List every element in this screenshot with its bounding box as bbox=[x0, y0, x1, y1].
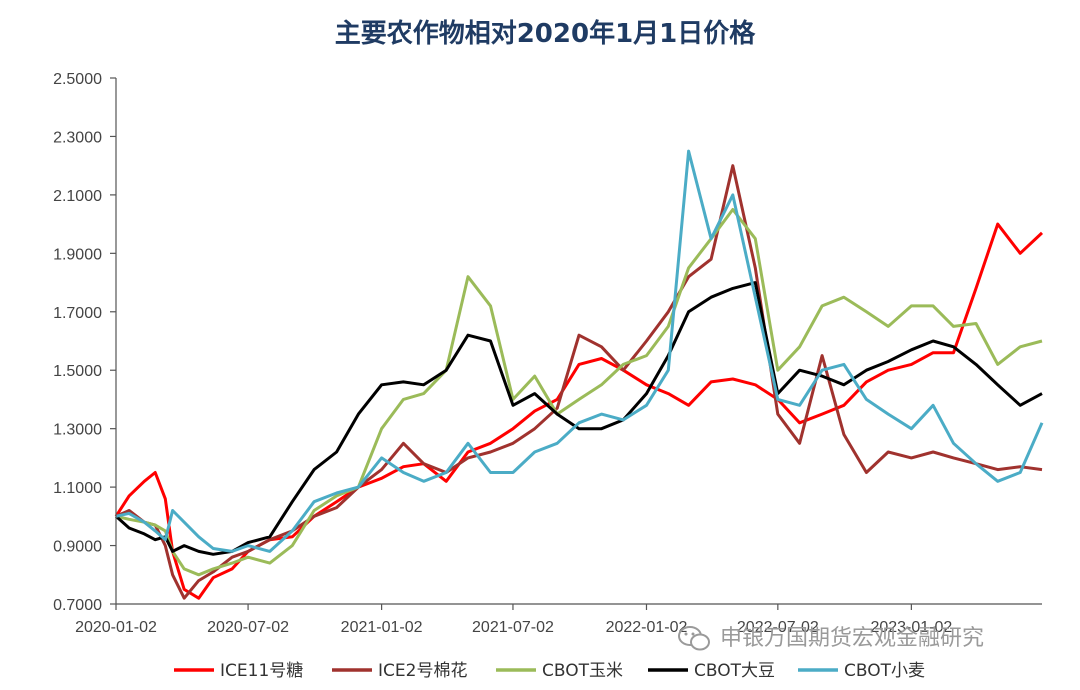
x-tick-label: 2023-01-02 bbox=[870, 619, 952, 636]
y-tick-labels: 0.7000 0.9000 1.1000 1.3000 1.5000 1.7000 1.90… bbox=[53, 71, 116, 614]
series-line-4 bbox=[115, 149, 1044, 553]
legend-label: CBOT小麦 bbox=[844, 661, 925, 681]
x-tick-label: 2022-01-02 bbox=[606, 619, 688, 636]
axes bbox=[115, 78, 1042, 605]
legend-item: ICE2号棉花 bbox=[332, 661, 467, 681]
wechat-icon bbox=[678, 626, 710, 651]
legend-item: CBOT大豆 bbox=[648, 661, 775, 681]
x-tick-label: 2021-01-02 bbox=[341, 619, 423, 636]
y-tick-label: 1.1000 bbox=[53, 480, 102, 497]
y-tick-label: 2.3000 bbox=[53, 129, 102, 146]
legend-label: ICE2号棉花 bbox=[378, 661, 467, 681]
series-line-2 bbox=[115, 208, 1043, 577]
watermark-text: 申银万国期货宏观金融研究 bbox=[720, 626, 984, 651]
y-tick-label: 2.1000 bbox=[53, 188, 102, 205]
y-tick-label: 1.9000 bbox=[53, 246, 102, 263]
y-tick-label: 1.5000 bbox=[53, 363, 102, 380]
watermark: 申银万国期货宏观金融研究 bbox=[678, 626, 984, 651]
series-line-1 bbox=[115, 164, 1043, 600]
y-tick-label: 0.9000 bbox=[53, 539, 102, 556]
y-tick-label: 0.7000 bbox=[53, 597, 102, 614]
legend-label: CBOT玉米 bbox=[542, 661, 623, 681]
x-tick-label: 2022-07-02 bbox=[737, 619, 819, 636]
x-tick-label: 2021-07-02 bbox=[472, 619, 554, 636]
legend-item: CBOT小麦 bbox=[798, 661, 925, 681]
x-tick-label: 2020-01-02 bbox=[75, 619, 157, 636]
y-tick-label: 1.3000 bbox=[53, 422, 102, 439]
legend: ICE11号糖 ICE2号棉花 CBOT玉米 CBOT大豆 CBOT小麦 bbox=[174, 661, 925, 681]
legend-label: CBOT大豆 bbox=[694, 661, 775, 681]
series-line-0 bbox=[114, 222, 1044, 600]
legend-item: CBOT玉米 bbox=[496, 661, 623, 681]
y-tick-label: 2.5000 bbox=[53, 71, 102, 88]
legend-item: ICE11号糖 bbox=[174, 661, 303, 681]
x-tick-labels: 2020-01-02 2020-07-02 2021-01-02 2021-07-02… bbox=[75, 604, 952, 636]
plot-lines bbox=[114, 149, 1044, 600]
y-tick-label: 1.7000 bbox=[53, 305, 102, 322]
x-tick-label: 2020-07-02 bbox=[207, 619, 289, 636]
legend-label: ICE11号糖 bbox=[220, 661, 303, 681]
series-line-3 bbox=[115, 281, 1043, 556]
chart-title: 主要农作物相对2020年1月1日价格 bbox=[335, 18, 757, 49]
